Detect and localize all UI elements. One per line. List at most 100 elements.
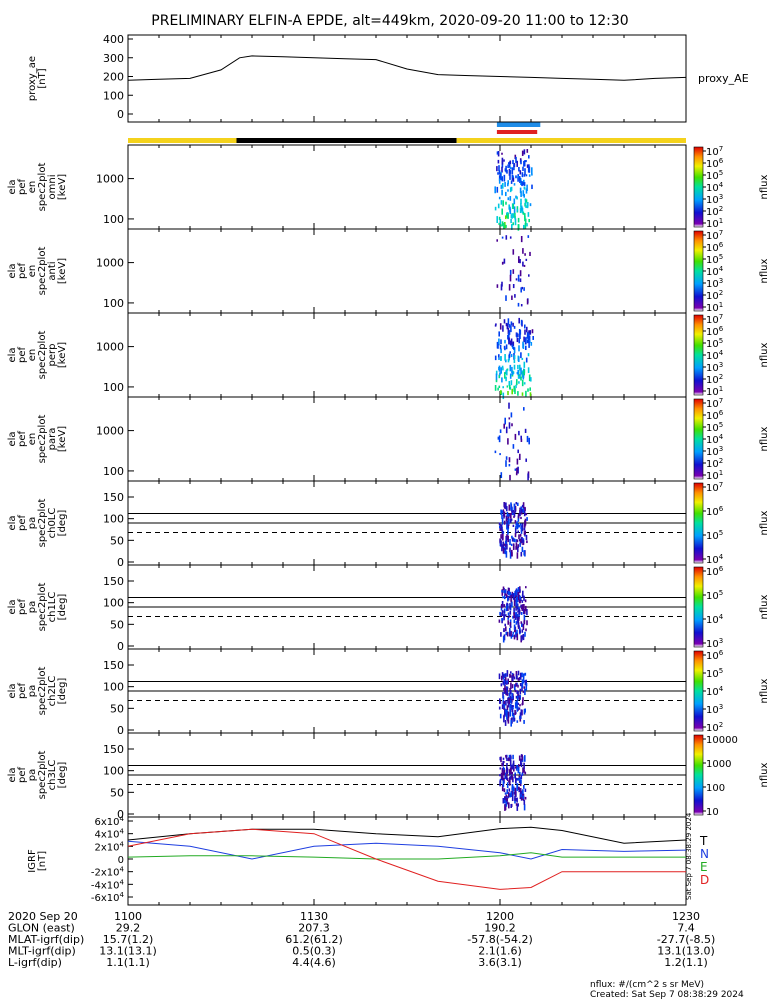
colorbar-tick-label-base: 10: [706, 483, 719, 494]
spectrum-pixel: [516, 332, 518, 338]
spectrum-pixel: [520, 191, 522, 198]
spectrum-pixel: [502, 547, 505, 554]
spectrum-pixel: [508, 464, 511, 467]
spectrum-pixel: [511, 784, 514, 790]
spec-1-ylabel-line: pef: [17, 179, 28, 196]
colorbar-tick-label-base: 10: [706, 615, 719, 626]
x-axis-row-label: 2020 Sep 20: [8, 910, 78, 923]
spectrum-pixel: [505, 516, 508, 522]
spectrum-pixel: [522, 697, 524, 701]
spectrum-pixel: [502, 692, 504, 699]
spectrum-pixel: [515, 611, 517, 619]
spectrum-pixel: [517, 523, 519, 528]
spectrum-pixel: [522, 248, 524, 254]
spectrum-pixel: [506, 782, 509, 789]
colorbar-label: nflux: [759, 510, 770, 535]
spectrum-pixel: [518, 317, 520, 324]
spectrum-pixel: [520, 527, 523, 534]
spectrum-pixel: [530, 377, 532, 382]
spectrum-pixel: [506, 801, 509, 805]
spectrum-pixel: [515, 546, 517, 550]
panel-igrf: -6x104-4x104-2x10402x1044x1046x104TNEDIG…: [27, 815, 709, 906]
spectrum-pixel: [528, 437, 530, 445]
spectrum-pixel: [505, 359, 507, 363]
spectrum-pixel: [508, 284, 511, 291]
spectrum-pixel: [519, 672, 522, 680]
colorbar-tick-label-exp: 7: [719, 145, 723, 153]
spectrum-pixel: [510, 791, 512, 798]
spectrum-pixel: [519, 630, 521, 634]
spectrum-pixel: [528, 155, 530, 159]
spectrum-pixel: [519, 688, 522, 695]
y-tick-label: 50: [110, 786, 124, 799]
spectrum-pixel: [507, 334, 509, 340]
spectrum-pixel: [517, 684, 519, 688]
spectrum-pixel: [515, 195, 517, 199]
spectrum-pixel: [500, 367, 502, 374]
colorbar-tick-label-base: 10: [706, 459, 719, 470]
spectrum-pixel: [520, 205, 523, 211]
panel-frame: [127, 312, 687, 398]
spectrum-pixel: [512, 269, 515, 274]
spectrum-pixel: [523, 595, 525, 601]
y-tick-label: 100: [103, 465, 124, 478]
spectrum-pixel: [524, 198, 527, 205]
spectrum-pixel: [517, 530, 519, 533]
spectrum-pixel: [508, 802, 510, 809]
spectrum-pixel: [519, 788, 522, 791]
spectrum-pixel: [523, 224, 525, 230]
spectrum-pixel: [526, 298, 529, 305]
y-tick-label: 100: [103, 381, 124, 394]
spectrum-pixel: [519, 777, 521, 782]
spectrum-pixel: [500, 534, 502, 539]
spectrum-pixel: [521, 370, 524, 374]
spectrum-pixel: [501, 768, 504, 773]
spectrum-pixel: [519, 507, 521, 512]
spectrum-pixel: [515, 539, 517, 543]
spectrum-pixel: [519, 374, 521, 379]
spectrum-pixel: [521, 685, 523, 691]
spectrum-pixel: [509, 269, 512, 276]
y-tick-label: 1000: [96, 425, 124, 438]
spectrum-pixel: [499, 429, 502, 433]
spectrum-pixel: [502, 392, 505, 400]
spectrum-pixel: [526, 164, 529, 168]
y-tick-label-exp: 4: [120, 891, 125, 899]
spectrum-pixel: [513, 538, 516, 543]
spectrum-pixel: [512, 676, 514, 682]
spectrum-pixel: [506, 323, 509, 328]
spectrum-pixel: [503, 520, 506, 525]
spectrum-pixel: [499, 525, 501, 529]
spectrum-pixel: [506, 543, 508, 550]
colorbar-tick-label: 101: [706, 301, 723, 314]
colorbar-tick-label-base: 10: [706, 279, 719, 290]
spectrum-pixel: [494, 206, 497, 211]
spectrum-pixel: [518, 677, 521, 681]
spectrum-pixel: [509, 622, 512, 627]
spectrum-pixel: [520, 304, 523, 307]
colorbar-tick-label-exp: 6: [719, 565, 724, 573]
spectrum-pixel: [522, 607, 525, 615]
spectrum-pixel: [513, 676, 516, 680]
spectrum-pixel: [502, 699, 505, 706]
spectrum-pixel: [512, 203, 515, 210]
spectrum-pixel: [516, 690, 518, 695]
spec-8-ylabel-line: ch3LC: [47, 760, 58, 791]
spectrum-pixel: [509, 760, 512, 767]
spectrum-pixel: [503, 423, 505, 429]
spectrum-pixel: [498, 175, 501, 181]
spectrum-pixel: [520, 774, 523, 780]
spectrum-pixel: [502, 772, 504, 775]
spectrum-pixel: [514, 505, 517, 511]
spectrum-pixel: [524, 506, 526, 511]
spectrum-pixel: [524, 339, 527, 343]
spectrum-pixel: [511, 593, 513, 597]
spectrum-pixel: [507, 535, 509, 543]
spectrum-pixel: [501, 157, 504, 165]
spectrum-pixel: [524, 218, 527, 224]
spectrum-pixel: [516, 613, 519, 619]
